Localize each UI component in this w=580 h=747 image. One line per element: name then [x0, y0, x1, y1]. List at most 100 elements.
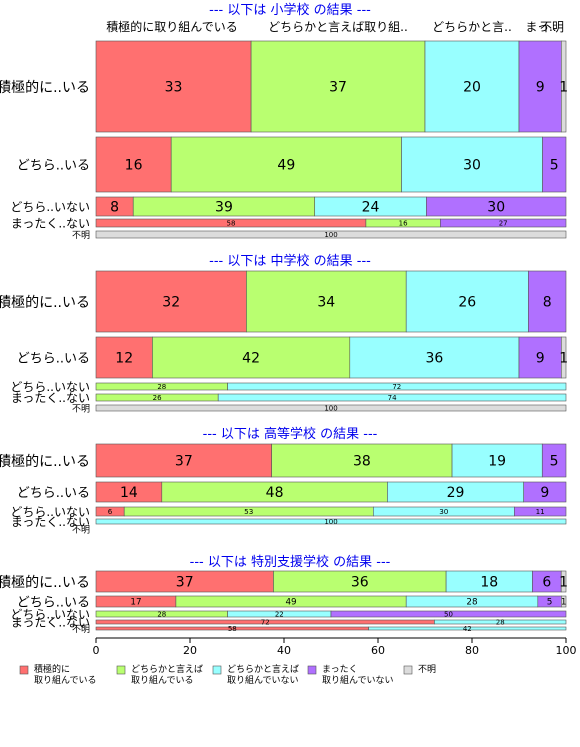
panel-title: --- 以下は 中学校 の結果 ---: [209, 253, 371, 269]
legend-swatch: [403, 665, 413, 675]
bar-segment: [95, 336, 153, 379]
row-label: 不明: [72, 403, 90, 414]
legend-label: 取り組んでいない: [227, 674, 299, 686]
row-label: 不明: [72, 524, 90, 535]
column-header: まっ..: [525, 20, 556, 34]
data-label: 1: [561, 598, 567, 608]
data-label: 20: [463, 80, 481, 96]
data-label: 29: [447, 485, 465, 501]
row-label: どちら..いない: [10, 608, 90, 622]
data-label: 1: [559, 80, 568, 96]
bar-segment: [440, 218, 567, 228]
row-label: まったく..ない: [11, 217, 90, 231]
bar-segment: [560, 570, 567, 593]
data-label: 49: [285, 598, 296, 608]
bar-segment: [451, 443, 543, 478]
panel-title: --- 以下は 高等学校 の結果 ---: [203, 426, 378, 442]
data-label: 28: [466, 598, 477, 608]
legend-swatch: [307, 665, 317, 675]
panel-title: --- 以下は 小学校 の結果 ---: [209, 2, 371, 18]
row-label: 積極的に..いる: [0, 575, 90, 591]
data-label: 28: [157, 611, 166, 619]
data-label: 53: [244, 507, 253, 516]
data-label: 37: [175, 454, 193, 470]
data-label: 72: [392, 383, 401, 391]
data-label: 9: [536, 80, 545, 96]
legend-label: 取り組んでいる: [131, 674, 194, 686]
bar-segment: [434, 619, 567, 625]
data-label: 28: [157, 383, 166, 391]
bar-segment: [542, 136, 567, 193]
row-label: どちら..いる: [17, 351, 90, 366]
data-label: 74: [388, 394, 397, 402]
row-label: まったく..ない: [11, 616, 90, 630]
data-label: 14: [120, 485, 138, 501]
legend-swatch: [212, 665, 222, 675]
bar-segment: [95, 443, 272, 478]
row-label: まったく..ない: [11, 515, 90, 529]
bar-segment: [95, 230, 567, 239]
row-label: どちら..いる: [17, 486, 90, 501]
x-tick-label: 60: [371, 644, 385, 657]
row-label: 不明: [72, 230, 90, 241]
row-label: 積極的に..いる: [0, 80, 90, 96]
data-label: 30: [487, 200, 505, 216]
data-label: 100: [324, 231, 337, 239]
row-label: まったく..ない: [11, 391, 90, 405]
column-header: どちらかと言えば取り組..: [268, 20, 408, 34]
data-label: 6: [542, 575, 551, 591]
data-label: 34: [317, 295, 335, 311]
bar-segment: [560, 40, 567, 133]
data-label: 16: [125, 158, 143, 174]
data-label: 1: [559, 575, 568, 591]
data-label: 36: [351, 575, 369, 591]
data-label: 58: [226, 220, 235, 228]
bar-segment: [95, 270, 247, 333]
bar-segment: [152, 336, 351, 379]
data-label: 50: [444, 611, 453, 619]
legend-label: 積極的に: [34, 663, 70, 675]
data-label: 100: [324, 405, 337, 413]
bar-segment: [426, 196, 567, 217]
legend-swatch: [19, 665, 29, 675]
data-label: 37: [329, 80, 347, 96]
legend-label: まったく: [322, 664, 358, 675]
bar-segment: [95, 518, 567, 525]
data-label: 37: [176, 575, 194, 591]
data-label: 33: [165, 80, 183, 96]
row-label: 積極的に..いる: [0, 454, 90, 470]
bar-segment: [405, 270, 529, 333]
bar-segment: [217, 393, 567, 402]
legend-swatch: [116, 665, 126, 675]
row-label: どちら..いない: [10, 380, 90, 394]
bar-segment: [523, 481, 567, 503]
row-label: 積極的に..いる: [0, 295, 90, 311]
legend-label: どちらかと言えば: [131, 663, 203, 675]
data-label: 6: [108, 507, 113, 516]
data-label: 27: [499, 220, 508, 228]
panel-title: --- 以下は 特別支援学校 の結果 ---: [190, 554, 391, 570]
bar-segment: [368, 626, 567, 631]
data-label: 48: [266, 485, 284, 501]
bar-segment: [513, 506, 567, 517]
legend-label: 取り組んでいない: [322, 674, 394, 686]
bar-segment: [541, 443, 567, 478]
data-label: 39: [215, 200, 233, 216]
data-label: 26: [458, 295, 476, 311]
data-label: 72: [261, 619, 270, 627]
data-label: 5: [550, 158, 559, 174]
data-label: 5: [550, 454, 559, 470]
column-header: 積極的に取り組んでいる: [106, 19, 237, 34]
row-label: どちら..いない: [10, 200, 90, 214]
data-label: 12: [115, 351, 133, 367]
data-label: 42: [242, 351, 260, 367]
bar-segment: [246, 270, 407, 333]
data-label: 5: [547, 598, 553, 608]
data-label: 17: [130, 598, 141, 608]
data-label: 19: [488, 454, 506, 470]
data-label: 30: [463, 158, 481, 174]
data-label: 32: [162, 295, 180, 311]
x-tick-label: 0: [93, 644, 100, 657]
data-label: 8: [110, 200, 119, 216]
